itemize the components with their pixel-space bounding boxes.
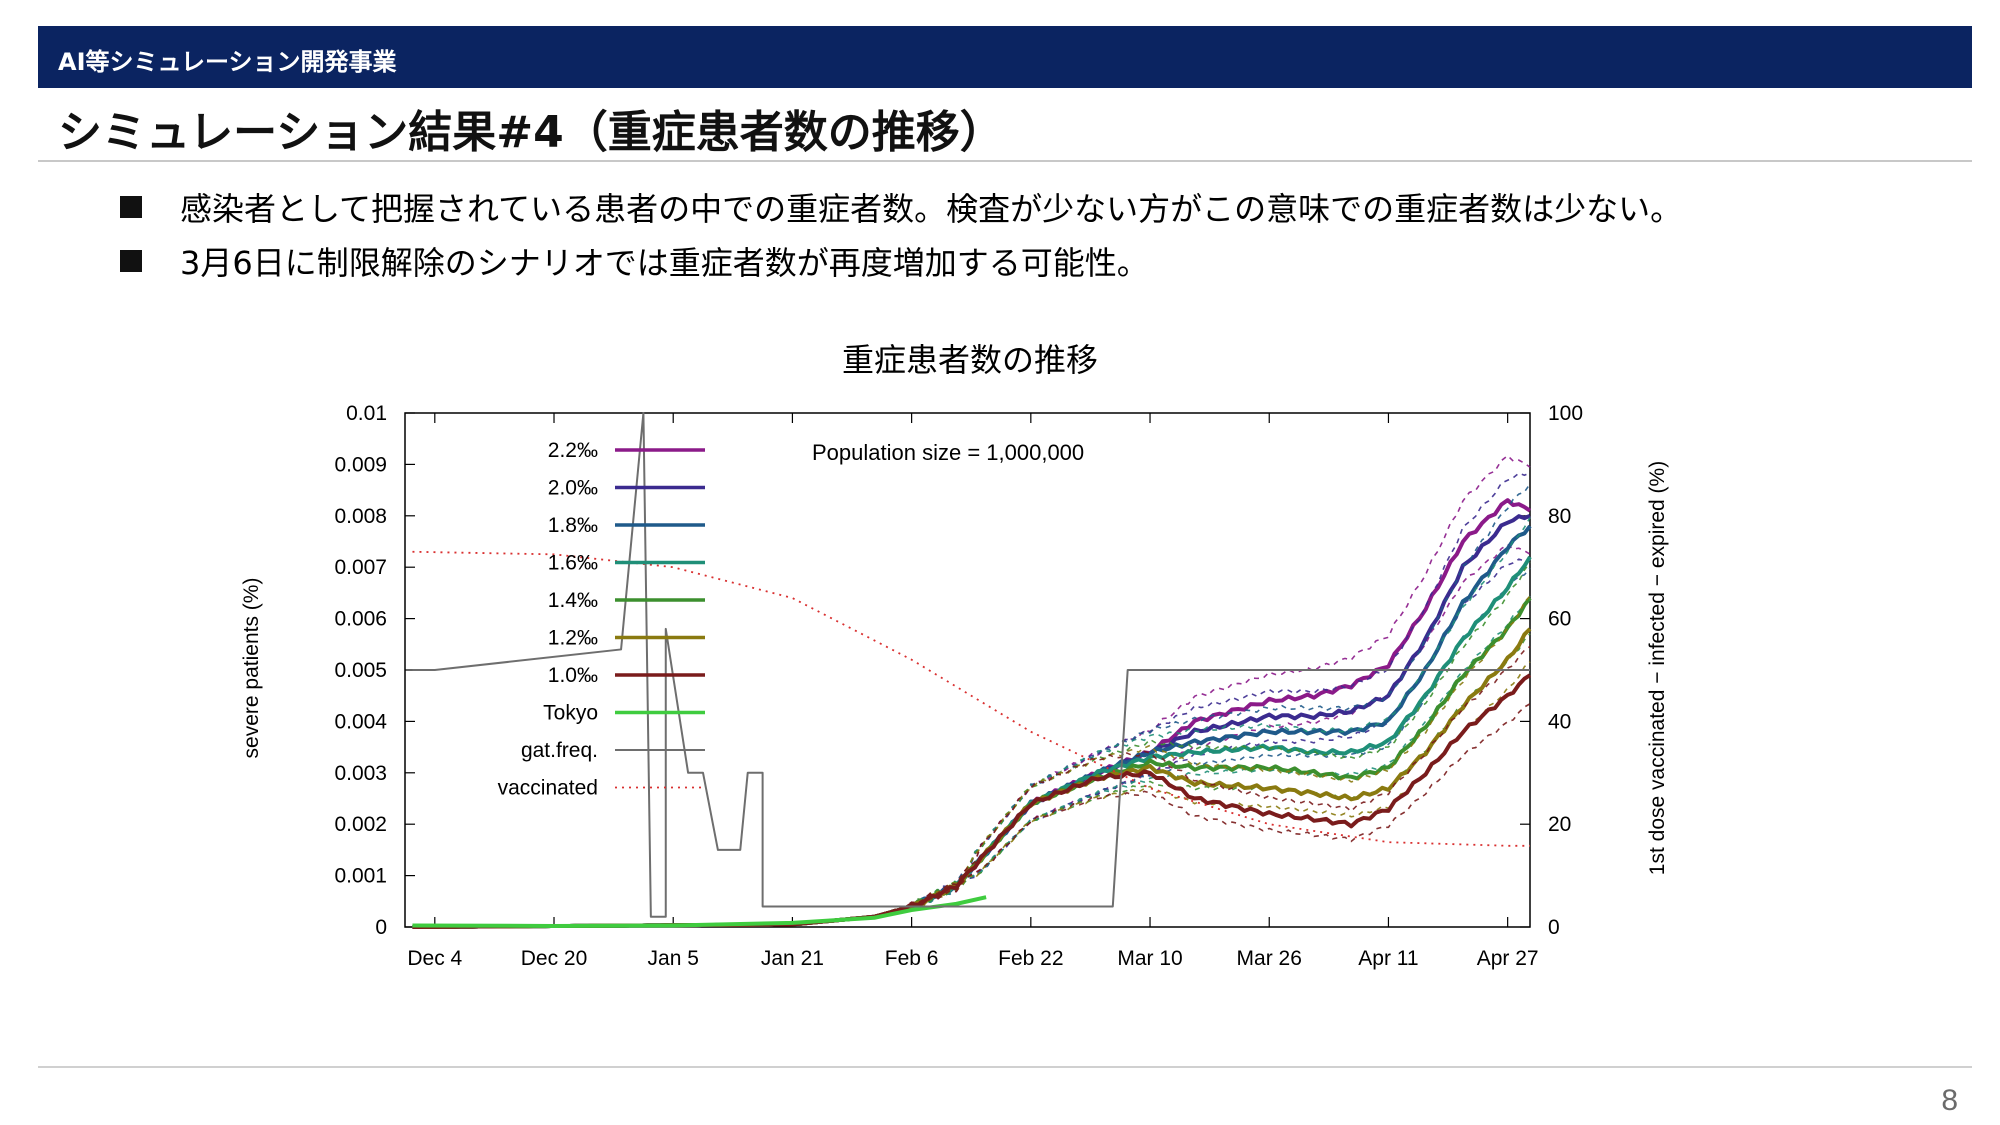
- header-bar: AI等シミュレーション開発事業: [38, 26, 1972, 88]
- bullet-item: 感染者として把握されている患者の中での重症者数。検査が少ない方がこの意味での重症…: [120, 180, 1682, 234]
- y-tick-label: 0.001: [334, 865, 387, 888]
- x-tick-label: Mar 10: [1117, 947, 1182, 970]
- page-title: シミュレーション結果#4（重症患者数の推移）: [58, 107, 1004, 158]
- bullet-text: 感染者として把握されている患者の中での重症者数。検査が少ない方がこの意味での重症…: [180, 190, 1683, 228]
- y-tick-label: 0.01: [346, 402, 387, 425]
- y-tick-label: 0.007: [334, 556, 387, 579]
- header-label: AI等シミュレーション開発事業: [58, 48, 397, 76]
- x-tick-label: Apr 11: [1358, 947, 1418, 970]
- legend-label: 2.2‰: [548, 439, 598, 462]
- y-tick-label: 0.006: [334, 608, 387, 631]
- y-tick-label: 0.009: [334, 453, 387, 476]
- y2-axis-label: 1st dose vaccinated − infected − expired…: [1646, 461, 1669, 875]
- legend-label: vaccinated: [498, 777, 598, 800]
- y-tick-label: 0.003: [334, 762, 387, 785]
- x-tick-label: Mar 26: [1237, 947, 1302, 970]
- title-divider: [38, 160, 1972, 162]
- y2-tick-label: 20: [1548, 813, 1571, 836]
- y-axis-label: severe patients (%): [240, 578, 263, 759]
- bullet-square-icon: [120, 196, 142, 218]
- y2-tick-label: 40: [1548, 710, 1571, 733]
- series-line-8: [412, 412, 1530, 918]
- chart-annotation: Population size = 1,000,000: [812, 440, 1084, 465]
- legend-label: 2.0‰: [548, 477, 598, 500]
- y-tick-label: 0.005: [334, 659, 387, 682]
- legend-label: 1.4‰: [548, 589, 598, 612]
- y2-tick-label: 60: [1548, 608, 1571, 631]
- x-tick-label: Feb 22: [998, 947, 1063, 970]
- series-line-7: [412, 895, 987, 928]
- x-tick-label: Dec 20: [521, 947, 588, 970]
- x-tick-label: Jan 21: [761, 947, 824, 970]
- y2-tick-label: 0: [1548, 916, 1560, 939]
- legend-label: 1.8‰: [548, 514, 598, 537]
- series-line-9: [412, 550, 1530, 847]
- page-number: 8: [1941, 1084, 1958, 1117]
- y-tick-label: 0.002: [334, 813, 387, 836]
- legend-label: 1.2‰: [548, 627, 598, 650]
- x-tick-label: Dec 4: [407, 947, 462, 970]
- legend-label: 1.6‰: [548, 552, 598, 575]
- legend-label: 1.0‰: [548, 664, 598, 687]
- series-envelope-lower: [412, 703, 1531, 928]
- bullet-list: 感染者として把握されている患者の中での重症者数。検査が少ない方がこの意味での重症…: [120, 180, 1682, 288]
- y2-tick-label: 80: [1548, 505, 1571, 528]
- legend-label: gat.freq.: [521, 739, 598, 762]
- x-tick-label: Jan 5: [648, 947, 699, 970]
- bullet-text: 3月6日に制限解除のシナリオでは重症者数が再度増加する可能性。: [180, 244, 1149, 282]
- y-tick-label: 0.008: [334, 505, 387, 528]
- x-tick-label: Feb 6: [885, 947, 939, 970]
- x-tick-label: Apr 27: [1477, 947, 1539, 970]
- chart-title: 重症患者数の推移: [842, 341, 1098, 379]
- y-tick-label: 0.004: [334, 710, 387, 733]
- footer-divider: [38, 1066, 1972, 1068]
- legend-label: Tokyo: [543, 702, 598, 725]
- y2-tick-label: 100: [1548, 402, 1583, 425]
- y-tick-label: 0: [375, 916, 387, 939]
- bullet-item: 3月6日に制限解除のシナリオでは重症者数が再度増加する可能性。: [120, 234, 1682, 288]
- bullet-square-icon: [120, 250, 142, 272]
